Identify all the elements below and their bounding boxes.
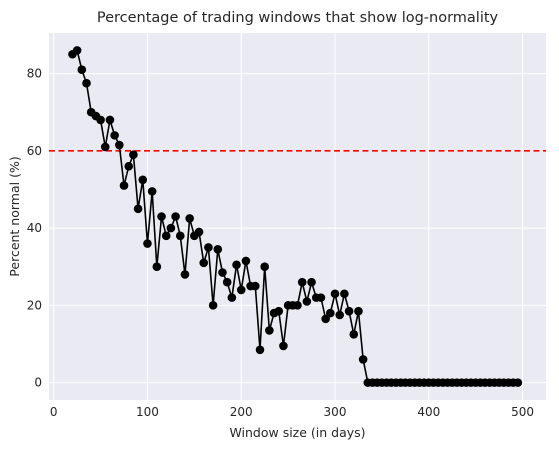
- data-point: [143, 239, 152, 248]
- data-point: [138, 175, 148, 185]
- data-point: [321, 314, 330, 324]
- x-tick-label: 500: [511, 405, 534, 419]
- data-point: [194, 227, 204, 237]
- data-point: [157, 212, 166, 221]
- data-point: [344, 306, 354, 316]
- data-point: [316, 293, 326, 302]
- data-point: [302, 297, 312, 306]
- data-point: [147, 187, 157, 196]
- x-tick-label: 300: [324, 405, 347, 419]
- data-point: [326, 308, 335, 318]
- data-point: [340, 289, 349, 299]
- data-point: [297, 277, 307, 287]
- data-point: [349, 330, 359, 339]
- data-point: [100, 142, 110, 152]
- data-point: [307, 277, 316, 287]
- y-tick-label: 40: [27, 221, 42, 235]
- data-point: [251, 281, 260, 291]
- data-point: [241, 256, 251, 266]
- data-point: [133, 204, 143, 214]
- data-point: [218, 268, 227, 277]
- data-point: [180, 270, 190, 279]
- data-point: [232, 260, 241, 270]
- data-point: [293, 301, 302, 310]
- y-axis-label: Percent normal (%): [7, 156, 22, 276]
- data-point: [82, 78, 91, 88]
- data-point: [265, 326, 274, 335]
- data-point: [260, 262, 269, 272]
- x-tick-label: 400: [417, 405, 440, 419]
- data-point: [358, 355, 368, 364]
- data-point: [208, 301, 218, 310]
- data-point: [119, 181, 129, 190]
- data-point: [513, 378, 523, 387]
- data-point: [129, 150, 138, 159]
- data-point: [152, 262, 162, 272]
- data-point: [72, 46, 82, 55]
- data-point: [115, 140, 124, 150]
- data-point: [199, 258, 209, 268]
- data-point: [204, 243, 213, 252]
- data-point: [124, 161, 134, 171]
- y-tick-label: 0: [34, 376, 42, 390]
- series-group: [68, 46, 523, 387]
- data-point: [161, 231, 171, 241]
- data-point: [354, 306, 363, 316]
- data-point: [175, 231, 185, 241]
- chart-title: Percentage of trading windows that show …: [97, 10, 499, 26]
- x-tick-label: 200: [230, 405, 253, 419]
- data-point: [77, 65, 87, 74]
- data-point: [279, 341, 288, 351]
- data-point: [110, 131, 119, 140]
- data-point: [335, 310, 344, 320]
- data-point: [330, 289, 340, 299]
- data-point: [96, 115, 105, 125]
- data-point: [185, 214, 194, 223]
- data-point: [213, 245, 223, 254]
- data-point: [274, 306, 284, 316]
- y-tick-label: 60: [27, 144, 42, 158]
- data-point: [105, 115, 115, 125]
- y-axis-ticks: 0 20 40 60 80: [27, 67, 42, 390]
- plot-area: [49, 33, 546, 400]
- x-axis-ticks: 0 100 200 300 400 500: [50, 405, 534, 419]
- x-tick-label: 0: [50, 405, 58, 419]
- y-tick-label: 80: [27, 67, 42, 81]
- data-point: [227, 293, 237, 302]
- data-point: [222, 277, 232, 287]
- x-axis-label: Window size (in days): [229, 425, 365, 440]
- data-point: [171, 212, 180, 221]
- y-tick-label: 20: [27, 298, 42, 312]
- data-point: [236, 285, 246, 295]
- data-point: [255, 345, 265, 355]
- data-point: [166, 223, 176, 233]
- x-tick-label: 100: [136, 405, 159, 419]
